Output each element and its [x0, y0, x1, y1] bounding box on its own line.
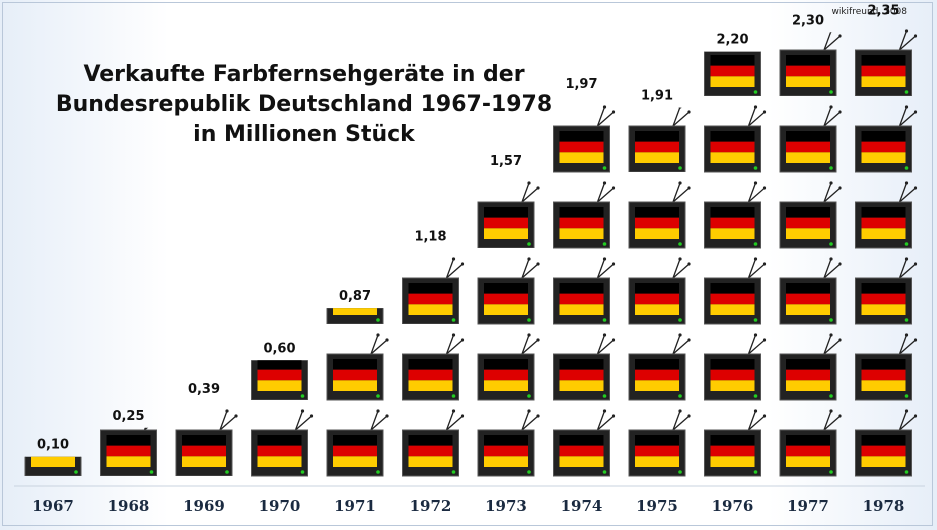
year-label: 1977 — [787, 497, 829, 515]
tv-icon — [779, 333, 842, 401]
tv-icon — [553, 105, 616, 173]
tv-icon — [251, 360, 308, 400]
value-label: 0,10 — [37, 438, 69, 453]
tv-icon — [553, 333, 616, 401]
year-label: 1972 — [410, 497, 452, 515]
tv-icon — [704, 409, 767, 477]
partial-tv-icon — [100, 427, 157, 476]
value-label: 0,87 — [339, 289, 371, 304]
title-line-3: in Millionen Stück — [193, 122, 415, 147]
tv-icon — [855, 181, 918, 249]
tv-icon — [326, 308, 384, 324]
tv-icon — [100, 427, 157, 476]
title-line-2: Bundesrepublik Deutschland 1967-1978 — [55, 92, 553, 117]
tv-icon — [855, 333, 918, 401]
tv-icon — [477, 333, 540, 401]
tv-icon — [855, 257, 918, 325]
tv-icon — [628, 333, 691, 401]
bar-1976: 2,20 1976 — [704, 33, 767, 515]
tv-icon — [704, 51, 761, 96]
bar-1968: 0,25 1968 — [100, 409, 157, 515]
year-label: 1971 — [334, 497, 376, 515]
tv-icon — [326, 409, 389, 477]
tv-icon — [704, 181, 767, 249]
tv-icon — [628, 409, 691, 477]
value-label: 1,97 — [565, 77, 597, 92]
partial-tv-icon — [175, 409, 238, 476]
bar-1977: 2,30 1977 — [779, 13, 842, 515]
partial-tv-icon — [402, 257, 465, 324]
tv-icon — [553, 181, 616, 249]
tv-icon — [553, 409, 616, 477]
bar-1969: 0,39 1969 — [175, 382, 238, 515]
partial-tv-icon — [855, 29, 918, 96]
tv-icon — [855, 409, 918, 477]
value-label: 1,91 — [641, 89, 673, 104]
bar-1973: 1,57 1973 — [477, 154, 540, 515]
value-label: 0,39 — [188, 382, 220, 397]
tv-icon — [704, 333, 767, 401]
value-label: 0,25 — [112, 409, 144, 424]
bar-1974: 1,97 1974 — [553, 77, 616, 515]
bar-1972: 1,18 1972 — [402, 229, 465, 515]
tv-icon — [477, 409, 540, 477]
tv-icon — [553, 257, 616, 325]
year-label: 1970 — [259, 497, 301, 515]
year-label: 1967 — [32, 497, 74, 515]
tv-icon — [402, 333, 465, 401]
chart-title: Verkaufte Farbfernsehgeräte in der Bunde… — [0, 60, 608, 150]
partial-tv-icon — [477, 181, 540, 248]
tv-icon — [855, 29, 918, 96]
tv-icon — [628, 257, 691, 325]
bar-1970: 0,60 1970 — [251, 341, 314, 515]
tv-icon — [251, 409, 314, 477]
year-label: 1973 — [485, 497, 527, 515]
tv-icon — [779, 257, 842, 325]
title-line-1: Verkaufte Farbfernsehgeräte in der — [83, 62, 525, 87]
tv-icon — [628, 181, 691, 249]
tv-icon — [779, 105, 842, 173]
tv-icon — [477, 257, 540, 325]
bar-1971: 0,87 1971 — [326, 289, 389, 515]
bar-1975: 1,91 1975 — [628, 89, 691, 515]
value-label: 1,18 — [414, 229, 446, 244]
tv-icon — [704, 105, 767, 173]
tv-icon — [779, 181, 842, 249]
value-label: 2,35 — [867, 4, 899, 19]
partial-tv-icon — [628, 107, 691, 172]
partial-tv-icon — [779, 32, 842, 96]
year-label: 1974 — [561, 497, 603, 515]
tv-icon — [704, 257, 767, 325]
tv-icon — [402, 409, 465, 477]
bar-1967: 0,10 1967 — [24, 438, 82, 515]
tv-icon — [628, 107, 691, 172]
tv-icon — [855, 105, 918, 173]
tv-icon — [175, 409, 238, 476]
bar-1978: 2,35 1978 — [855, 4, 918, 515]
partial-tv-icon — [24, 456, 82, 477]
value-label: 2,30 — [792, 13, 824, 28]
value-label: 2,20 — [716, 33, 748, 48]
tv-icon — [326, 333, 389, 401]
partial-tv-icon — [326, 308, 384, 324]
partial-tv-icon — [704, 51, 761, 96]
year-label: 1975 — [636, 497, 678, 515]
credit-text: wikifreund, 2008 — [831, 7, 907, 17]
year-label: 1978 — [863, 497, 905, 515]
year-label: 1968 — [108, 497, 150, 515]
value-label: 1,57 — [490, 154, 522, 169]
tv-icon — [477, 181, 540, 248]
tv-icon — [779, 32, 842, 96]
partial-tv-icon — [251, 360, 308, 400]
tv-icon — [402, 257, 465, 324]
value-label: 0,60 — [263, 341, 295, 356]
year-label: 1976 — [712, 497, 754, 515]
tv-icon — [779, 409, 842, 477]
year-label: 1969 — [183, 497, 225, 515]
tv-icon — [24, 456, 82, 477]
